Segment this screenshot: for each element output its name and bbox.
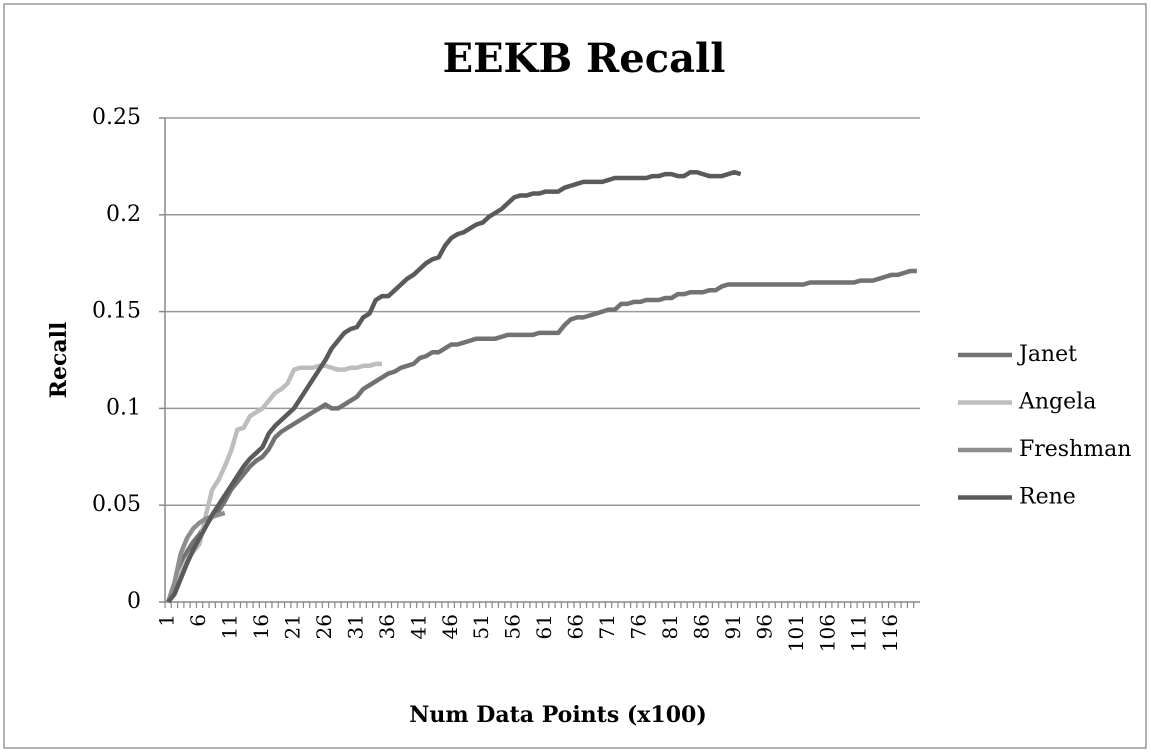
series-line	[166, 169, 742, 604]
x-tick-label: 51	[469, 614, 493, 639]
y-tick-label: 0.25	[92, 105, 141, 130]
legend-label: Freshman	[1019, 437, 1131, 462]
series-line	[166, 361, 383, 604]
legend-label: Angela	[1018, 390, 1096, 415]
x-tick-label: 6	[186, 614, 210, 627]
x-tick-label: 36	[375, 614, 399, 639]
x-axis-title: Num Data Points (x100)	[409, 702, 707, 728]
x-tick-label: 11	[218, 614, 242, 639]
x-tick-label: 1	[155, 614, 179, 627]
y-tick-label: 0	[127, 589, 141, 614]
x-tick-label: 91	[721, 614, 745, 639]
x-tick-label: 16	[249, 614, 273, 639]
y-tick-label: 0.05	[92, 492, 141, 517]
x-tick-label: 96	[752, 614, 776, 639]
x-tick-label: 26	[312, 614, 336, 639]
x-tick-label: 46	[438, 614, 462, 639]
x-tick-label: 31	[343, 614, 367, 639]
x-tick-label: 86	[689, 614, 713, 639]
x-tick-label: 81	[658, 614, 682, 639]
x-tick-label: 41	[406, 614, 430, 639]
y-tick-label: 0.15	[92, 299, 141, 324]
x-tick-label: 111	[847, 614, 871, 652]
y-axis-title: Recall	[46, 322, 72, 399]
series-line	[166, 510, 226, 603]
y-tick-label: 0.1	[106, 395, 141, 420]
y-tick-label: 0.2	[106, 202, 141, 227]
legend-label: Janet	[1017, 342, 1077, 367]
chart-frame	[3, 3, 1147, 749]
legend-label: Rene	[1019, 485, 1076, 510]
x-tick-label: 101	[784, 614, 808, 652]
series-line	[166, 268, 917, 603]
x-tick-label: 61	[532, 614, 556, 639]
x-tick-label: 76	[627, 614, 651, 639]
x-tick-label: 106	[815, 614, 839, 652]
x-tick-label: 21	[280, 614, 304, 639]
x-tick-label: 56	[501, 614, 525, 639]
x-tick-label: 116	[878, 614, 902, 652]
chart-title: EEKB Recall	[443, 35, 726, 82]
x-tick-label: 66	[564, 614, 588, 639]
x-tick-label: 71	[595, 614, 619, 639]
